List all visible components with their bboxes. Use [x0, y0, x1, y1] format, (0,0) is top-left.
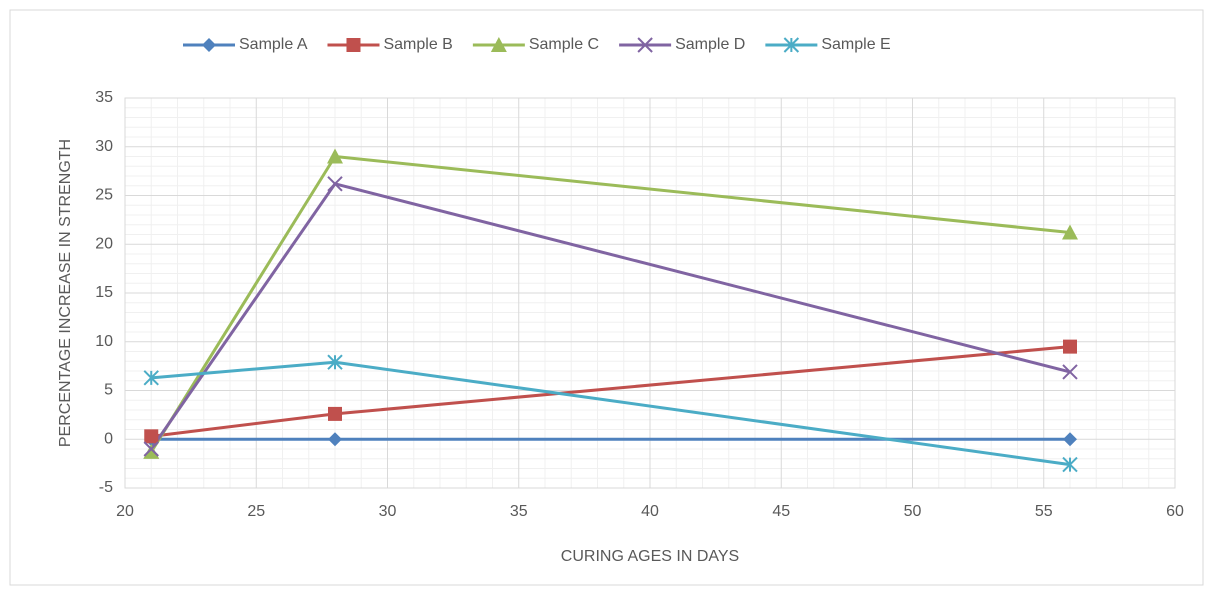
marker-shape	[143, 443, 160, 459]
marker-shape	[327, 148, 343, 164]
x-tick-label: 20	[116, 503, 134, 520]
marker	[1063, 432, 1077, 447]
marker	[490, 37, 507, 52]
y-tick-label: 15	[95, 284, 113, 301]
y-tick-label: 5	[104, 382, 113, 399]
legend-label: Sample E	[821, 36, 890, 53]
marker	[1062, 224, 1078, 240]
marker-shape	[783, 37, 800, 53]
x-tick-label: 50	[904, 503, 922, 520]
legend-label: Sample C	[529, 36, 599, 53]
marker	[143, 370, 159, 386]
marker-shape	[1062, 456, 1078, 473]
marker-shape	[202, 38, 216, 52]
legend-label: Sample D	[675, 36, 745, 53]
marker	[783, 37, 800, 53]
marker	[328, 432, 342, 447]
marker	[328, 406, 342, 421]
marker-shape	[327, 354, 343, 370]
x-tick-label: 30	[379, 503, 397, 520]
marker-shape	[144, 429, 159, 444]
marker	[202, 38, 216, 52]
legend-label: Sample B	[383, 36, 452, 53]
marker	[1063, 339, 1077, 354]
x-tick-label: 40	[641, 503, 659, 520]
marker-shape	[327, 176, 343, 192]
marker	[327, 176, 343, 192]
marker-shape	[328, 406, 342, 421]
y-tick-label: 0	[104, 430, 113, 447]
marker-shape	[346, 38, 361, 52]
marker	[143, 441, 159, 457]
marker	[143, 443, 160, 459]
chart-frame	[9, 9, 1204, 586]
marker-shape	[637, 37, 653, 53]
y-tick-label: -5	[99, 479, 113, 496]
x-tick-label: 55	[1035, 503, 1053, 520]
y-tick-label: 35	[95, 89, 113, 106]
x-tick-label: 45	[772, 503, 790, 520]
y-tick-label: 30	[95, 138, 113, 155]
y-tick-label: 20	[95, 235, 113, 252]
marker	[327, 354, 343, 370]
y-tick-label: 25	[95, 187, 113, 204]
x-axis-label: CURING AGES IN DAYS	[561, 548, 739, 565]
marker-shape	[328, 432, 342, 447]
plot-border	[124, 97, 1176, 489]
marker-shape	[143, 370, 159, 386]
marker	[1062, 456, 1078, 473]
marker-shape	[1062, 224, 1078, 240]
y-tick-label: 10	[95, 333, 113, 350]
marker-shape	[1063, 432, 1077, 447]
x-tick-label: 60	[1166, 503, 1184, 520]
marker	[1062, 364, 1078, 380]
marker-shape	[1062, 364, 1078, 380]
marker-shape	[1063, 339, 1077, 354]
marker	[327, 148, 343, 164]
y-axis-label: PERCENTAGE INCREASE IN STRENGTH	[57, 139, 74, 447]
marker-shape	[143, 441, 159, 457]
x-tick-label: 35	[510, 503, 528, 520]
marker	[637, 37, 653, 53]
marker	[346, 38, 361, 52]
marker-shape	[490, 37, 507, 52]
marker	[144, 429, 159, 444]
legend-label: Sample A	[239, 36, 308, 53]
x-tick-label: 25	[247, 503, 265, 520]
